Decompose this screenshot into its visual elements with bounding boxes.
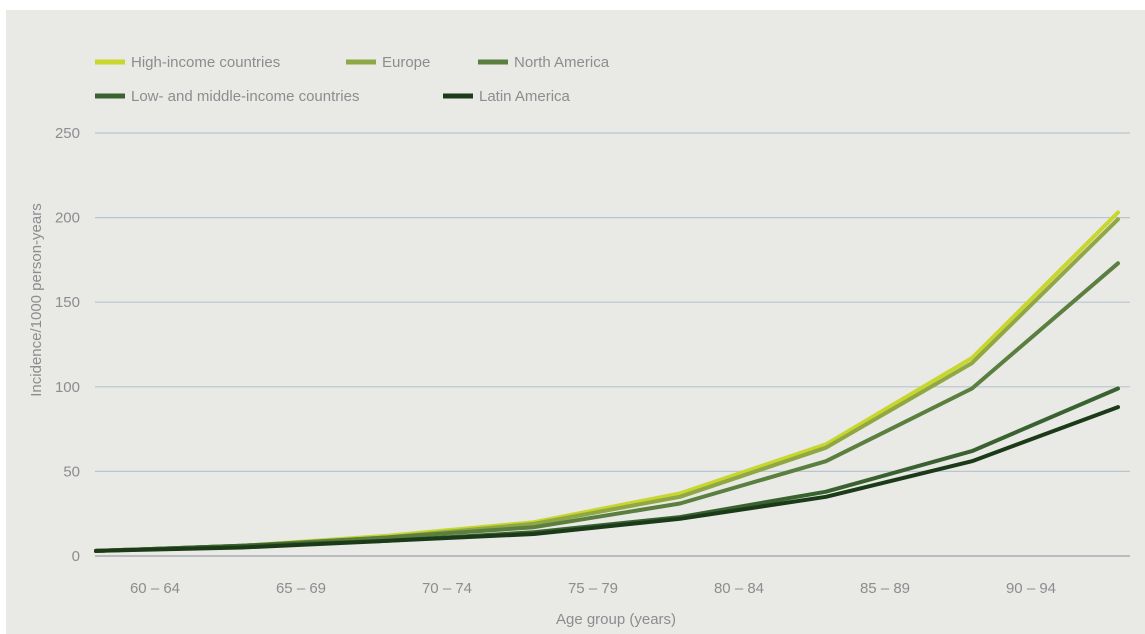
series-line bbox=[94, 217, 1120, 553]
y-tick-label: 250 bbox=[55, 125, 80, 142]
y-tick-label: 150 bbox=[55, 294, 80, 311]
x-tick-label: 75 – 79 bbox=[568, 580, 618, 597]
y-tick-label: 100 bbox=[55, 379, 80, 396]
series-line bbox=[94, 405, 1120, 553]
series-lines bbox=[94, 210, 1120, 553]
x-tick-label: 85 – 89 bbox=[860, 580, 910, 597]
legend-label: High-income countries bbox=[131, 54, 280, 71]
y-tick-label: 200 bbox=[55, 210, 80, 227]
x-axis-ticks: 60 – 64 65 – 69 70 – 74 75 – 79 80 – 84 85 – … bbox=[130, 580, 1056, 597]
legend-label: Latin America bbox=[479, 88, 571, 105]
legend-label: Low- and middle-income countries bbox=[131, 88, 359, 105]
x-tick-label: 65 – 69 bbox=[276, 580, 326, 597]
x-tick-label: 70 – 74 bbox=[422, 580, 472, 597]
legend: High-income countries Europe North America… bbox=[95, 54, 610, 105]
series-line bbox=[94, 210, 1120, 553]
x-tick-label: 90 – 94 bbox=[1006, 580, 1056, 597]
x-axis-label: Age group (years) bbox=[556, 611, 676, 628]
y-tick-label: 50 bbox=[63, 463, 80, 480]
gridlines bbox=[95, 132, 1130, 557]
x-tick-label: 60 – 64 bbox=[130, 580, 180, 597]
legend-label: Europe bbox=[382, 54, 430, 71]
y-axis-ticks: 0 50 100 150 200 250 bbox=[55, 125, 80, 565]
legend-label: North America bbox=[514, 54, 610, 71]
y-tick-label: 0 bbox=[72, 548, 80, 565]
x-tick-label: 80 – 84 bbox=[714, 580, 764, 597]
y-axis-label: Incidence/1000 person-years bbox=[28, 203, 45, 396]
